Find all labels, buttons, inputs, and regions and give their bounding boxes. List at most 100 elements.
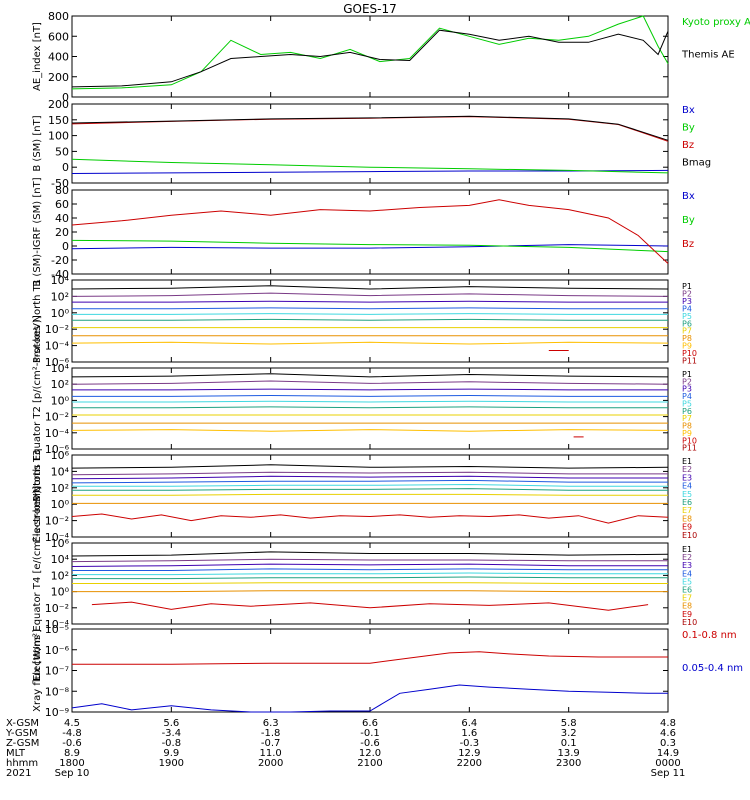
y-axis-label: Xray flux [W/m²] — [32, 629, 43, 712]
y-tick-label: 100 — [48, 130, 69, 143]
y-axis-label: B (SM)-IGRF (SM) [nT] — [32, 177, 43, 286]
series-line-p4 — [72, 307, 668, 310]
x-row-value: -0.8 — [162, 738, 182, 749]
legend-entry: P10 — [682, 349, 697, 358]
series-line-e1 — [71, 551, 669, 557]
x-row-value: Sep 10 — [55, 768, 90, 779]
series-line-e3 — [71, 475, 668, 480]
y-axis-label: Protons Equator T2 [p/(cm²-s-sr-keV)] — [32, 315, 43, 502]
y-tick-label: 10⁻⁴ — [45, 618, 70, 631]
x-row-value: 14.9 — [657, 748, 679, 759]
legend-entry: E6 — [682, 498, 692, 507]
x-row-value: 12.9 — [458, 748, 480, 759]
legend-entry: Bz — [682, 140, 694, 151]
legend-entry: Bz — [682, 239, 694, 250]
legend-entry: E9 — [682, 523, 692, 532]
x-row-value: 4.5 — [64, 718, 80, 729]
x-row-label: Z-GSM — [6, 738, 39, 749]
series-line-0-1-0-8-nm — [72, 651, 668, 665]
legend-entry: 0.1-0.8 nm — [682, 630, 737, 641]
y-tick-label: 10⁻⁴ — [45, 531, 70, 544]
x-row-value: 1.6 — [461, 728, 477, 739]
series-line-e6 — [72, 488, 668, 491]
legend-entry: E4 — [682, 569, 692, 578]
y-tick-label: 10⁻² — [45, 411, 69, 424]
y-tick-label: 10⁻² — [45, 515, 69, 528]
series-line-e1 — [71, 464, 669, 469]
x-row-value: 2100 — [357, 758, 382, 769]
x-row-value: 12.0 — [359, 748, 381, 759]
series-line-e5 — [72, 572, 668, 576]
legend-entry: E6 — [682, 586, 692, 595]
x-row-value: -0.6 — [62, 738, 82, 749]
figure-title: GOES-17 — [343, 2, 397, 16]
series-line-p1 — [71, 285, 669, 290]
legend-entry: Bmag — [682, 158, 711, 169]
y-tick-label: 10⁻² — [45, 323, 69, 336]
y-tick-label: 0 — [62, 240, 69, 253]
x-row-label: X-GSM — [6, 718, 39, 729]
legend-entry: P2 — [682, 377, 692, 386]
y-tick-label: 0 — [62, 161, 69, 174]
x-row-value: -3.4 — [162, 728, 182, 739]
y-axis-label: Electrons North T3 — [32, 449, 43, 542]
x-row-value: 11.0 — [260, 748, 282, 759]
series-line-bz — [71, 199, 669, 264]
x-row-value: -0.3 — [460, 738, 480, 749]
series-line-by — [71, 239, 669, 253]
legend-entry: P1 — [682, 282, 692, 291]
y-tick-label: 150 — [48, 114, 69, 127]
x-axis-rows: X-GSM 4.5 5.6 6.3 6.6 6.4 5.8 4.8Y-GSM -4.8 -3.4-… — [5, 718, 685, 779]
series-line-0-05-0-4-nm — [71, 684, 668, 713]
series-line-e3 — [71, 563, 668, 567]
x-row-label: 2021 — [6, 768, 31, 779]
series-line-e4 — [71, 479, 668, 484]
panel-6: 10⁻⁴ 10⁻² 10⁰ 10² 10⁴ 10⁶ Electrons North T3 E1… — [32, 449, 697, 544]
legend-entry: E3 — [682, 473, 692, 482]
panel-5: 10⁻⁶ 10⁻⁴ 10⁻² 10⁰ 10² 10⁴ Protons Equator T2 … — [32, 315, 697, 502]
legend-entry: E5 — [682, 577, 692, 586]
legend-entry: Bx — [682, 105, 695, 116]
y-tick-label: 10⁻⁸ — [45, 685, 70, 698]
x-row-value: 3.2 — [561, 728, 577, 739]
y-tick-label: 10⁰ — [51, 394, 70, 407]
y-tick-label: 10⁻⁴ — [45, 340, 70, 353]
y-tick-label: -40 — [51, 268, 69, 281]
legend-entry: E5 — [682, 490, 692, 499]
y-tick-label: 10⁰ — [51, 307, 70, 320]
series-line-themis-ae — [71, 29, 669, 88]
y-tick-label: 10² — [51, 378, 69, 391]
series-line-e7 — [72, 582, 668, 584]
series-line-p5 — [72, 400, 668, 403]
y-tick-label: 0 — [62, 91, 69, 104]
series-line-bx — [71, 244, 669, 250]
legend-entry: Bx — [682, 191, 695, 202]
y-tick-label: 10² — [51, 290, 69, 303]
y-tick-label: 10⁶ — [51, 537, 70, 550]
legend-entry: P10 — [682, 436, 697, 445]
legend-entry: E3 — [682, 561, 692, 570]
legend-entry: P5 — [682, 399, 692, 408]
y-tick-label: 200 — [48, 71, 69, 84]
legend-entry: P4 — [682, 392, 692, 401]
x-row-value: Sep 11 — [651, 768, 686, 779]
y-tick-label: 10⁶ — [51, 449, 70, 462]
y-tick-label: 400 — [48, 51, 69, 64]
y-tick-label: 40 — [55, 212, 69, 225]
legend-entry: P3 — [682, 385, 692, 394]
series-line-p2 — [71, 380, 669, 385]
panel-frame — [71, 279, 669, 363]
series-line-p2 — [71, 292, 669, 297]
x-row-value: 0.3 — [660, 738, 676, 749]
x-row-value: 6.6 — [362, 718, 378, 729]
x-row-value: 4.6 — [660, 728, 676, 739]
series-line-e9 — [71, 513, 669, 524]
legend-entry: P11 — [682, 444, 697, 453]
series-line-p5 — [72, 313, 668, 315]
y-tick-label: 600 — [48, 30, 69, 43]
legend-entry: E8 — [682, 602, 692, 611]
legend-entry: P7 — [682, 414, 692, 423]
